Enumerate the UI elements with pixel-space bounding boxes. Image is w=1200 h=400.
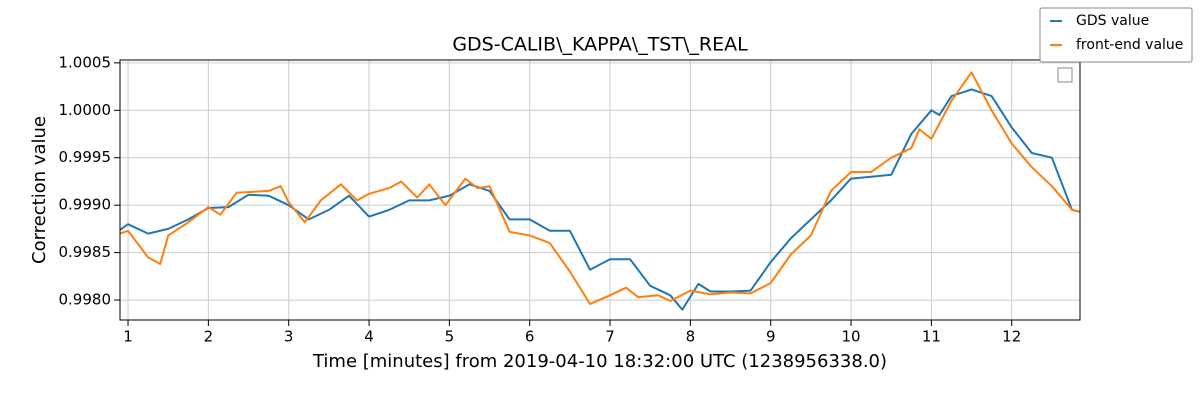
legend-frame: [1039, 7, 1193, 63]
x-tick-label: 8: [686, 328, 696, 346]
legend-label: GDS value: [1076, 13, 1149, 29]
grid: 1 2 3 4 5 6 7 8 9 10 11 120.99800.99850.99900.99951…: [59, 53, 1080, 346]
x-tick-label: 1: [123, 328, 133, 346]
x-tick-label: 4: [364, 328, 374, 346]
x-tick-label: 3: [284, 328, 294, 346]
y-tick-label: 0.9985: [59, 243, 112, 261]
x-axis-label: Time [minutes] from 2019-04-10 18:32:00 …: [312, 351, 887, 372]
y-tick-label: 0.9980: [59, 291, 112, 309]
x-tick-label: 11: [922, 328, 941, 346]
x-tick-label: 10: [841, 328, 860, 346]
x-tick-label: 5: [445, 328, 455, 346]
y-tick-label: 0.9990: [59, 196, 112, 214]
legend-label: front-end value: [1076, 37, 1183, 53]
plot-frame: [119, 59, 1081, 321]
x-tick-label: 12: [1002, 328, 1021, 346]
y-tick-label: 0.9995: [59, 148, 112, 166]
x-tick-label: 6: [525, 328, 535, 346]
legend: GDS value front-end value: [1039, 7, 1193, 63]
empty-legend-box: [1057, 67, 1073, 83]
series-line: [119, 88, 1081, 311]
x-tick-label: 9: [766, 328, 776, 346]
y-tick-label: 1.0000: [59, 101, 112, 119]
series-line: [119, 71, 1081, 305]
y-tick-label: 1.0005: [59, 53, 112, 71]
chart-title: GDS-CALIB\_KAPPA\_TST\_REAL: [452, 34, 748, 56]
x-tick-label: 7: [605, 328, 615, 346]
x-tick-label: 2: [204, 328, 214, 346]
y-axis-label: Correction value: [29, 116, 50, 264]
lines: [119, 71, 1081, 311]
